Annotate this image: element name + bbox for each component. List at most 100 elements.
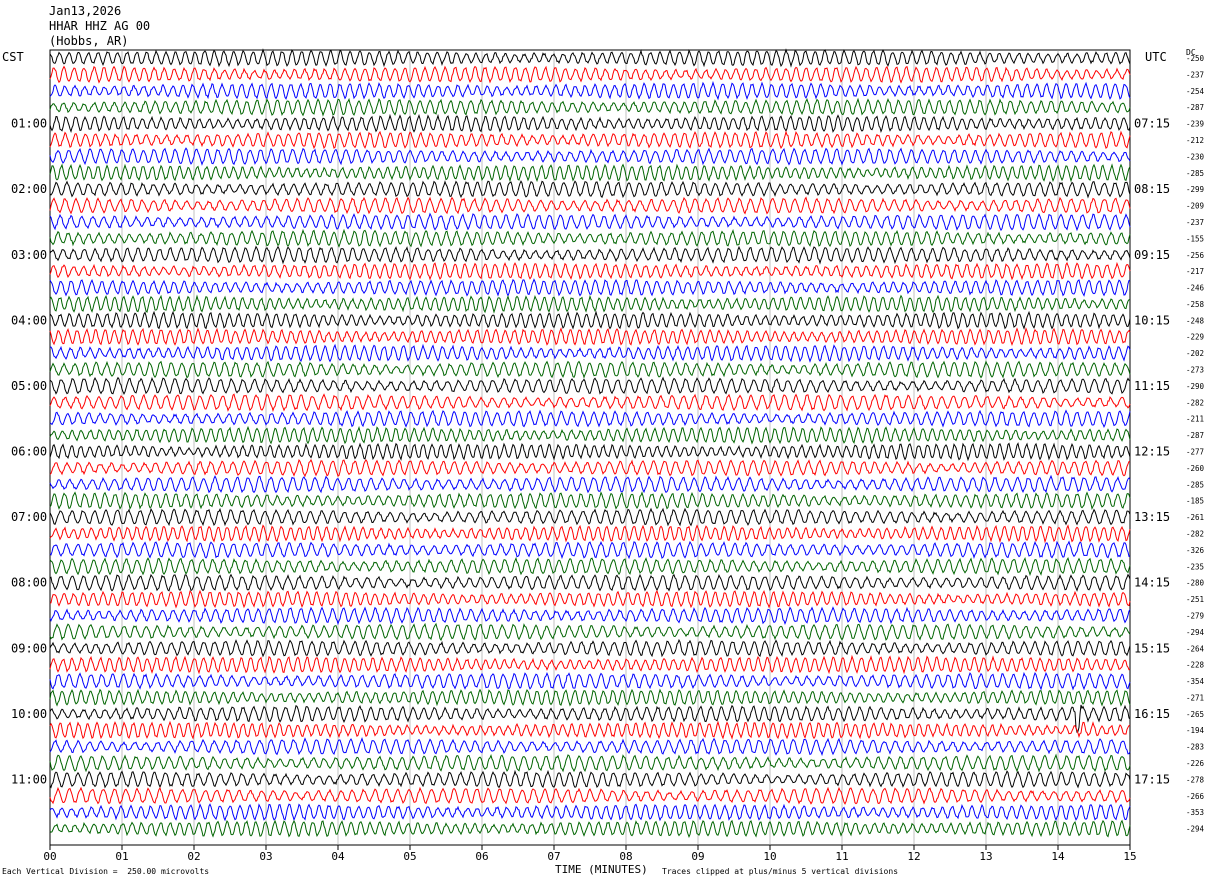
dc-offset-label: -248 [1186,316,1205,325]
dc-offset-label: -287 [1186,431,1204,440]
dc-offset-label: -230 [1186,152,1205,161]
x-tick-label: 06 [475,850,488,863]
dc-offset-label: -226 [1186,759,1205,768]
dc-offset-label: -277 [1186,448,1204,457]
left-hour-label: 11:00 [11,772,47,786]
dc-offset-label: -211 [1186,415,1204,424]
right-hour-label: 09:15 [1134,248,1170,262]
trace-line [49,180,1131,199]
trace-line [49,360,1131,379]
trace-line [49,589,1131,609]
trace-line [49,524,1131,544]
dc-offset-label: -237 [1186,218,1204,227]
trace-line [49,442,1131,462]
station-label: HHAR HHZ AG 00 [49,19,151,33]
clip-note: Traces clipped at plus/minus 5 vertical … [662,867,899,876]
dc-offset-label: -326 [1186,546,1205,555]
x-tick-label: 05 [403,850,416,863]
x-tick-label: 07 [547,850,560,863]
dc-offset-label: -155 [1186,234,1204,243]
right-hour-label: 13:15 [1134,510,1170,524]
dc-offset-label: -229 [1186,333,1204,342]
dc-offset-label: -251 [1186,595,1204,604]
dc-label: DC [1186,48,1196,57]
dc-offset-label: -266 [1186,792,1205,801]
trace-line [49,819,1131,839]
dc-offset-label: -283 [1186,743,1204,752]
trace-line [49,540,1131,560]
trace-line [49,737,1131,757]
dc-offset-label: -282 [1186,398,1204,407]
left-hour-label: 09:00 [11,641,47,655]
left-hour-label: 04:00 [11,313,47,327]
axis-labels: 00 01 02 03 04 05 06 07 08 09 10 11 12 13 14 15 -250 -237… [11,54,1205,863]
trace-line [49,376,1131,395]
date-label: Jan13,2026 [49,4,122,18]
dc-offset-label: -212 [1186,136,1204,145]
trace-line [49,622,1131,642]
right-hour-label: 07:15 [1134,117,1170,131]
trace-line [49,343,1131,363]
x-tick-label: 03 [259,850,272,863]
trace-line [49,606,1131,626]
trace-line [49,409,1131,429]
plot-header: Jan13,2026 HHAR HHZ AG 00 (Hobbs, AR) [49,4,150,49]
dc-offset-label: -237 [1186,70,1204,79]
right-timezone-label: UTC [1145,50,1167,64]
scale-note: Each Vertical Division = 250.00 microvol… [2,867,210,876]
dc-offset-label: -254 [1186,87,1205,96]
trace-line [49,310,1131,330]
trace-line [49,573,1131,592]
trace-line [49,491,1131,511]
x-tick-label: 02 [187,850,200,863]
trace-line [49,638,1131,658]
x-tick-label: 10 [763,850,776,863]
dc-offset-label: -285 [1186,169,1204,178]
dc-offset-label: -287 [1186,103,1204,112]
x-tick-label: 09 [691,850,704,863]
dc-offset-label: -354 [1186,677,1205,686]
dc-offset-label: -279 [1186,611,1204,620]
x-tick-label: 04 [331,850,345,863]
x-tick-label: 11 [835,850,848,863]
right-hour-label: 08:15 [1134,182,1170,196]
trace-line [49,147,1131,166]
dc-offset-label: -228 [1186,661,1205,670]
plot-frame [49,49,1131,846]
trace-line [49,228,1131,248]
left-hour-label: 01:00 [11,117,47,131]
trace-line [49,294,1130,314]
dc-offset-label: -285 [1186,480,1204,489]
right-hour-label: 12:15 [1134,445,1170,459]
dc-offset-label: -278 [1186,775,1205,784]
trace-line [49,786,1131,805]
dc-offset-label: -246 [1186,284,1205,293]
x-tick-label: 12 [907,850,920,863]
trace-line [49,474,1131,494]
dc-offset-label: -235 [1186,562,1204,571]
trace-line [49,720,1131,740]
dc-offset-label: -217 [1186,267,1204,276]
dc-offset-label: -299 [1186,185,1204,194]
trace-line [49,113,1131,134]
dc-offset-label: -250 [1186,54,1205,63]
dc-offset-label: -261 [1186,513,1204,522]
trace-line [49,704,1131,733]
dc-offset-label: -273 [1186,366,1204,375]
dc-offset-label: -258 [1186,300,1205,309]
dc-offset-label: -185 [1186,497,1204,506]
trace-line [49,80,1131,101]
trace-line [49,654,1131,675]
x-tick-label: 01 [115,850,128,863]
x-tick-label: 00 [43,850,56,863]
grid-lines [49,49,1131,850]
seismic-traces [49,48,1131,839]
trace-line [49,458,1131,478]
left-hour-label: 08:00 [11,576,47,590]
trace-line [49,196,1131,215]
dc-offset-label: -353 [1186,808,1204,817]
dc-offset-label: -271 [1186,693,1204,702]
left-hour-label: 10:00 [11,707,47,721]
x-axis-title: TIME (MINUTES) [555,863,648,876]
x-tick-label: 14 [1051,850,1065,863]
